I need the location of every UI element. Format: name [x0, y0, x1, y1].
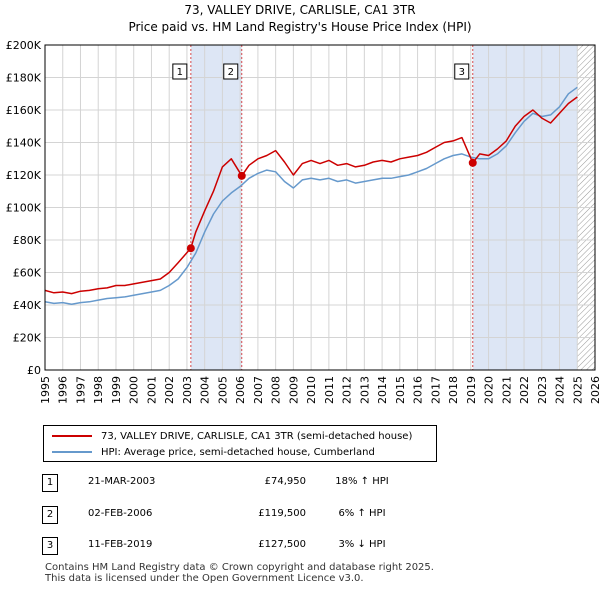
- x-tick-label: 2001: [145, 376, 158, 404]
- x-tick-label: 2013: [358, 376, 371, 404]
- plot-frame: [44, 44, 596, 371]
- hpi-line: [44, 86, 578, 305]
- x-tick-label: 2021: [500, 376, 513, 404]
- legend-swatch-hpi: [52, 451, 92, 453]
- y-tick-label: £0: [27, 364, 41, 377]
- x-tick-label: 2008: [270, 376, 283, 404]
- transaction-date: 11-FEB-2019: [88, 539, 153, 550]
- chart-title: 73, VALLEY DRIVE, CARLISLE, CA1 3TR: [184, 3, 416, 17]
- x-tick-label: 2007: [252, 376, 265, 404]
- transaction-number: 3: [42, 537, 58, 555]
- transaction-price: £127,500: [258, 539, 306, 550]
- x-tick-label: 1999: [110, 376, 123, 404]
- x-tick-label: 2015: [394, 376, 407, 404]
- x-tick-label: 1998: [92, 376, 105, 404]
- x-tick-label: 2000: [128, 376, 141, 404]
- y-tick-label: £60K: [13, 267, 42, 280]
- chart-subtitle: Price paid vs. HM Land Registry's House …: [128, 20, 472, 34]
- x-tick-label: 2019: [465, 376, 478, 404]
- footer-licence: This data is licensed under the Open Gov…: [45, 573, 364, 584]
- x-tick-label: 2016: [412, 376, 425, 404]
- x-tick-label: 2012: [341, 376, 354, 404]
- price-paid-line: [44, 96, 578, 295]
- transaction-number: 1: [42, 474, 58, 492]
- x-tick-label: 1995: [39, 376, 52, 404]
- y-tick-label: £100K: [6, 202, 42, 215]
- event-label-box: [454, 63, 470, 80]
- transaction-hpi: 3% ↓ HPI: [338, 539, 386, 550]
- legend-label-price: 73, VALLEY DRIVE, CARLISLE, CA1 3TR (sem…: [101, 430, 413, 442]
- legend-swatch-price: [52, 435, 92, 437]
- y-tick-label: £80K: [13, 234, 42, 247]
- transaction-price: £119,500: [258, 508, 306, 519]
- event-label: 2: [228, 67, 234, 78]
- transaction-hpi: 6% ↑ HPI: [338, 508, 386, 519]
- x-tick-label: 2014: [376, 376, 389, 404]
- x-tick-label: 2004: [199, 376, 212, 404]
- chart-legend: 73, VALLEY DRIVE, CARLISLE, CA1 3TR (sem…: [43, 425, 437, 462]
- transaction-hpi: 18% ↑ HPI: [335, 476, 389, 487]
- legend-item-price: 73, VALLEY DRIVE, CARLISLE, CA1 3TR (sem…: [52, 428, 412, 444]
- event-label: 3: [459, 67, 465, 78]
- x-tick-label: 2023: [536, 376, 549, 404]
- footer-copyright: Contains HM Land Registry data © Crown c…: [45, 562, 434, 573]
- x-tick-label: 1997: [74, 376, 87, 404]
- y-tick-label: £140K: [6, 137, 42, 150]
- transaction-date: 21-MAR-2003: [88, 476, 156, 487]
- y-tick-label: £200K: [6, 39, 42, 52]
- legend-label-hpi: HPI: Average price, semi-detached house,…: [101, 446, 375, 458]
- transaction-date: 02-FEB-2006: [88, 508, 153, 519]
- x-tick-label: 2024: [554, 376, 567, 404]
- x-tick-label: 2022: [518, 376, 531, 404]
- x-tick-label: 2011: [323, 376, 336, 404]
- x-tick-label: 2010: [305, 376, 318, 404]
- x-tick-label: 2018: [447, 376, 460, 404]
- transaction-price: £74,950: [264, 476, 306, 487]
- x-tick-label: 2009: [287, 376, 300, 404]
- x-tick-label: 2017: [429, 376, 442, 404]
- transaction-number: 2: [42, 506, 58, 524]
- x-tick-label: 2026: [589, 376, 600, 404]
- x-tick-label: 2020: [483, 376, 496, 404]
- event-label-box: [172, 63, 188, 80]
- y-tick-label: £180K: [6, 72, 42, 85]
- transaction-row: 1 21-MAR-2003 £74,950 18% ↑ HPI: [42, 474, 462, 492]
- legend-item-hpi: HPI: Average price, semi-detached house,…: [52, 444, 375, 460]
- event-label-box: [223, 63, 239, 80]
- x-tick-label: 2025: [571, 376, 584, 404]
- x-tick-label: 2006: [234, 376, 247, 404]
- y-tick-label: £160K: [6, 104, 42, 117]
- x-tick-label: 2002: [163, 376, 176, 404]
- x-tick-label: 1996: [57, 376, 70, 404]
- sale-point: [468, 158, 477, 167]
- transaction-row: 2 02-FEB-2006 £119,500 6% ↑ HPI: [42, 506, 462, 524]
- event-label: 1: [177, 67, 183, 78]
- x-tick-label: 2003: [181, 376, 194, 404]
- y-tick-label: £20K: [13, 332, 42, 345]
- sale-point: [237, 171, 246, 180]
- x-tick-label: 2005: [216, 376, 229, 404]
- price-chart: 1 2 3 £0 £20K £40K £60K £80K £100K £120K £140K £16…: [6, 39, 600, 404]
- sale-point: [186, 244, 195, 253]
- y-tick-label: £40K: [13, 299, 42, 312]
- y-tick-label: £120K: [6, 169, 42, 182]
- transaction-row: 3 11-FEB-2019 £127,500 3% ↓ HPI: [42, 537, 462, 555]
